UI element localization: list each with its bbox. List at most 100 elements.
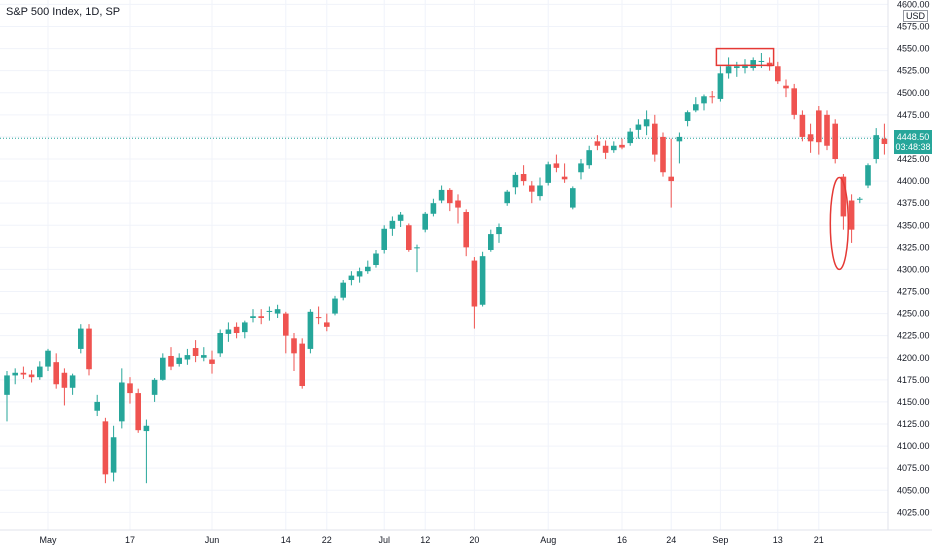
- candle-body: [586, 150, 592, 166]
- candle-body: [348, 275, 355, 281]
- candle-down: [471, 257, 478, 329]
- candle-body: [734, 66, 740, 69]
- candle-down: [192, 340, 199, 363]
- candle-up: [414, 244, 420, 273]
- candle-body: [545, 164, 551, 183]
- candle-up: [160, 353, 166, 381]
- candle-body: [266, 310, 273, 312]
- candle-body: [520, 174, 527, 182]
- candle-down: [668, 138, 674, 208]
- candle-body: [192, 348, 199, 356]
- y-tick-label: 4500.00: [897, 88, 930, 98]
- candle-down: [594, 135, 601, 151]
- y-tick-label: 4475.00: [897, 110, 930, 120]
- candle-down: [791, 83, 797, 120]
- last-price-value: 4448.50: [896, 132, 930, 143]
- candle-down: [447, 188, 453, 212]
- candle-body: [447, 189, 453, 204]
- candle-down: [168, 347, 174, 371]
- candle-body: [537, 185, 543, 197]
- candle-up: [201, 347, 207, 362]
- annotation-layer: [715, 47, 850, 271]
- candle-body: [438, 189, 445, 201]
- y-tick-label: 4575.00: [897, 22, 930, 32]
- candle-body: [857, 198, 863, 200]
- candle-body: [94, 401, 100, 411]
- y-tick-label: 4600.00: [897, 0, 930, 9]
- candle-body: [143, 425, 150, 432]
- candle-body: [783, 85, 789, 89]
- candle-up: [750, 57, 756, 71]
- candle-body: [201, 355, 207, 358]
- candle-up: [857, 196, 863, 204]
- candle-down: [20, 366, 27, 379]
- candle-up: [37, 361, 43, 380]
- x-tick-label: Sep: [712, 535, 728, 545]
- candle-body: [28, 374, 35, 378]
- candle-body: [488, 234, 494, 250]
- candle-down: [291, 333, 297, 371]
- candle-body: [594, 141, 601, 146]
- candle-up: [225, 322, 232, 342]
- currency-label[interactable]: USD: [903, 10, 929, 22]
- candle-body: [53, 362, 59, 385]
- candle-up: [438, 185, 445, 204]
- candle-body: [102, 421, 109, 475]
- candle-down: [53, 353, 59, 389]
- candle-body: [758, 60, 765, 62]
- candle-up: [717, 66, 724, 102]
- candle-down: [807, 123, 814, 153]
- candle-up: [512, 172, 519, 195]
- candle-body: [315, 317, 322, 319]
- candle-body: [274, 309, 281, 314]
- candle-body: [807, 134, 814, 142]
- candle-up: [873, 128, 879, 164]
- candle-body: [832, 123, 838, 159]
- y-tick-label: 4325.00: [897, 242, 930, 252]
- x-tick-label: 20: [469, 535, 479, 545]
- candle-body: [110, 437, 117, 473]
- y-tick-label: 4100.00: [897, 441, 930, 451]
- candle-up: [184, 348, 191, 365]
- candle-up: [4, 371, 10, 422]
- y-axis: 4025.00 4050.00 4075.00 4100.00 4125.00 4150.…: [887, 0, 932, 550]
- candle-body: [381, 228, 387, 250]
- y-tick-label: 4300.00: [897, 264, 930, 274]
- candle-body: [619, 144, 625, 148]
- candle-body: [471, 260, 478, 307]
- candle-up: [701, 94, 707, 111]
- candle-down: [324, 313, 330, 332]
- candle-body: [86, 328, 92, 370]
- x-tick-label: 17: [125, 535, 135, 545]
- candle-body: [717, 73, 724, 99]
- candle-body: [455, 200, 461, 208]
- candle-body: [69, 375, 76, 388]
- candle-body: [750, 60, 756, 69]
- candle-body: [258, 316, 264, 318]
- candle-up: [430, 198, 437, 217]
- y-tick-label: 4275.00: [897, 287, 930, 297]
- candle-body: [307, 311, 314, 349]
- candle-body: [397, 214, 404, 221]
- y-tick-label: 4525.00: [897, 66, 930, 76]
- grid-layer: [0, 0, 888, 530]
- candle-down: [406, 223, 412, 252]
- candle-down: [102, 417, 109, 484]
- candle-body: [20, 372, 27, 375]
- candle-down: [209, 350, 215, 374]
- last-price-badge: 4448.50 03:48:38: [894, 130, 932, 155]
- candle-body: [176, 357, 182, 364]
- y-tick-label: 4200.00: [897, 353, 930, 363]
- candle-up: [570, 186, 576, 210]
- candle-down: [455, 194, 461, 224]
- candle-up: [348, 271, 355, 286]
- candle-body: [78, 328, 84, 349]
- x-tick-label: Aug: [540, 535, 556, 545]
- candle-body: [184, 355, 191, 360]
- candle-down: [127, 377, 133, 404]
- candle-down: [553, 154, 560, 173]
- candle-body: [233, 326, 240, 334]
- candle-body: [611, 145, 617, 151]
- candle-down: [709, 90, 715, 104]
